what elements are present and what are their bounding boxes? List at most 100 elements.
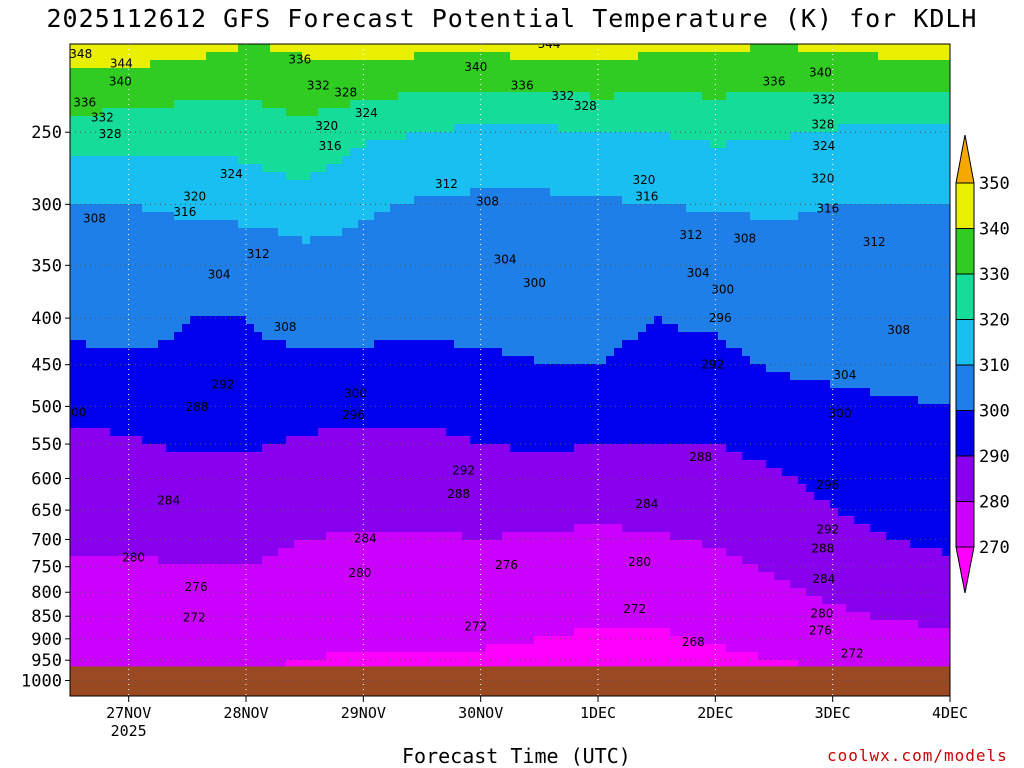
field-cell <box>78 500 87 509</box>
field-cell <box>158 108 167 117</box>
field-cell <box>406 580 415 589</box>
field-cell <box>70 340 79 349</box>
field-cell <box>102 652 111 661</box>
field-cell <box>286 652 295 661</box>
field-cell <box>110 652 119 661</box>
field-cell <box>406 340 415 349</box>
field-cell <box>118 76 127 85</box>
field-cell <box>438 236 447 245</box>
field-cell <box>470 532 479 541</box>
field-cell <box>278 588 287 597</box>
field-cell <box>390 92 399 101</box>
field-cell <box>406 420 415 429</box>
field-cell <box>550 580 559 589</box>
field-cell <box>230 124 239 133</box>
field-cell <box>406 460 415 469</box>
field-cell <box>374 524 383 533</box>
field-cell <box>238 172 247 181</box>
field-cell <box>334 204 343 213</box>
field-cell <box>126 564 135 573</box>
field-cell <box>510 124 519 133</box>
field-cell <box>350 172 359 181</box>
field-cell <box>70 44 79 53</box>
field-cell <box>494 364 503 373</box>
field-cell <box>478 132 487 141</box>
field-cell <box>414 164 423 173</box>
field-cell <box>86 276 95 285</box>
field-cell <box>454 644 463 653</box>
field-cell <box>534 244 543 253</box>
field-cell <box>246 404 255 413</box>
field-cell <box>134 84 143 93</box>
field-cell <box>350 596 359 605</box>
field-cell <box>502 396 511 405</box>
field-cell <box>182 348 191 357</box>
field-cell <box>502 308 511 317</box>
field-cell <box>270 636 279 645</box>
field-cell <box>398 540 407 549</box>
field-cell <box>206 388 215 397</box>
field-cell <box>78 148 87 157</box>
field-cell <box>454 524 463 533</box>
field-cell <box>294 444 303 453</box>
field-cell <box>302 308 311 317</box>
field-cell <box>94 660 103 669</box>
field-cell <box>118 164 127 173</box>
field-cell <box>422 596 431 605</box>
field-cell <box>510 524 519 533</box>
field-cell <box>326 636 335 645</box>
field-cell <box>214 156 223 165</box>
field-cell <box>230 44 239 53</box>
field-cell <box>262 132 271 141</box>
field-cell <box>174 220 183 229</box>
field-cell <box>478 324 487 333</box>
field-cell <box>102 508 111 517</box>
field-cell <box>94 308 103 317</box>
field-cell <box>366 508 375 517</box>
field-cell <box>262 380 271 389</box>
field-cell <box>542 396 551 405</box>
field-cell <box>334 76 343 85</box>
field-cell <box>70 188 79 197</box>
field-cell <box>246 124 255 133</box>
field-cell <box>174 84 183 93</box>
field-cell <box>150 148 159 157</box>
field-cell <box>166 164 175 173</box>
field-cell <box>270 316 279 325</box>
field-cell <box>310 556 319 565</box>
field-cell <box>190 492 199 501</box>
field-cell <box>494 572 503 581</box>
field-cell <box>86 556 95 565</box>
field-cell <box>406 572 415 581</box>
field-cell <box>134 100 143 109</box>
field-cell <box>222 588 231 597</box>
field-cell <box>166 244 175 253</box>
field-cell <box>510 452 519 461</box>
field-cell <box>222 364 231 373</box>
field-cell <box>254 204 263 213</box>
field-cell <box>126 148 135 157</box>
field-cell <box>430 460 439 469</box>
field-cell <box>534 588 543 597</box>
field-cell <box>238 612 247 621</box>
field-cell <box>222 252 231 261</box>
field-cell <box>254 596 263 605</box>
field-cell <box>278 124 287 133</box>
field-cell <box>470 460 479 469</box>
field-cell <box>118 604 127 613</box>
field-cell <box>358 52 367 61</box>
field-cell <box>430 404 439 413</box>
field-cell <box>86 548 95 557</box>
field-cell <box>398 644 407 653</box>
field-cell <box>246 444 255 453</box>
field-cell <box>182 268 191 277</box>
field-cell <box>182 644 191 653</box>
field-cell <box>342 412 351 421</box>
field-cell <box>542 436 551 445</box>
field-cell <box>326 364 335 373</box>
field-cell <box>406 532 415 541</box>
field-cell <box>118 252 127 261</box>
field-cell <box>382 108 391 117</box>
field-cell <box>326 172 335 181</box>
field-cell <box>422 148 431 157</box>
